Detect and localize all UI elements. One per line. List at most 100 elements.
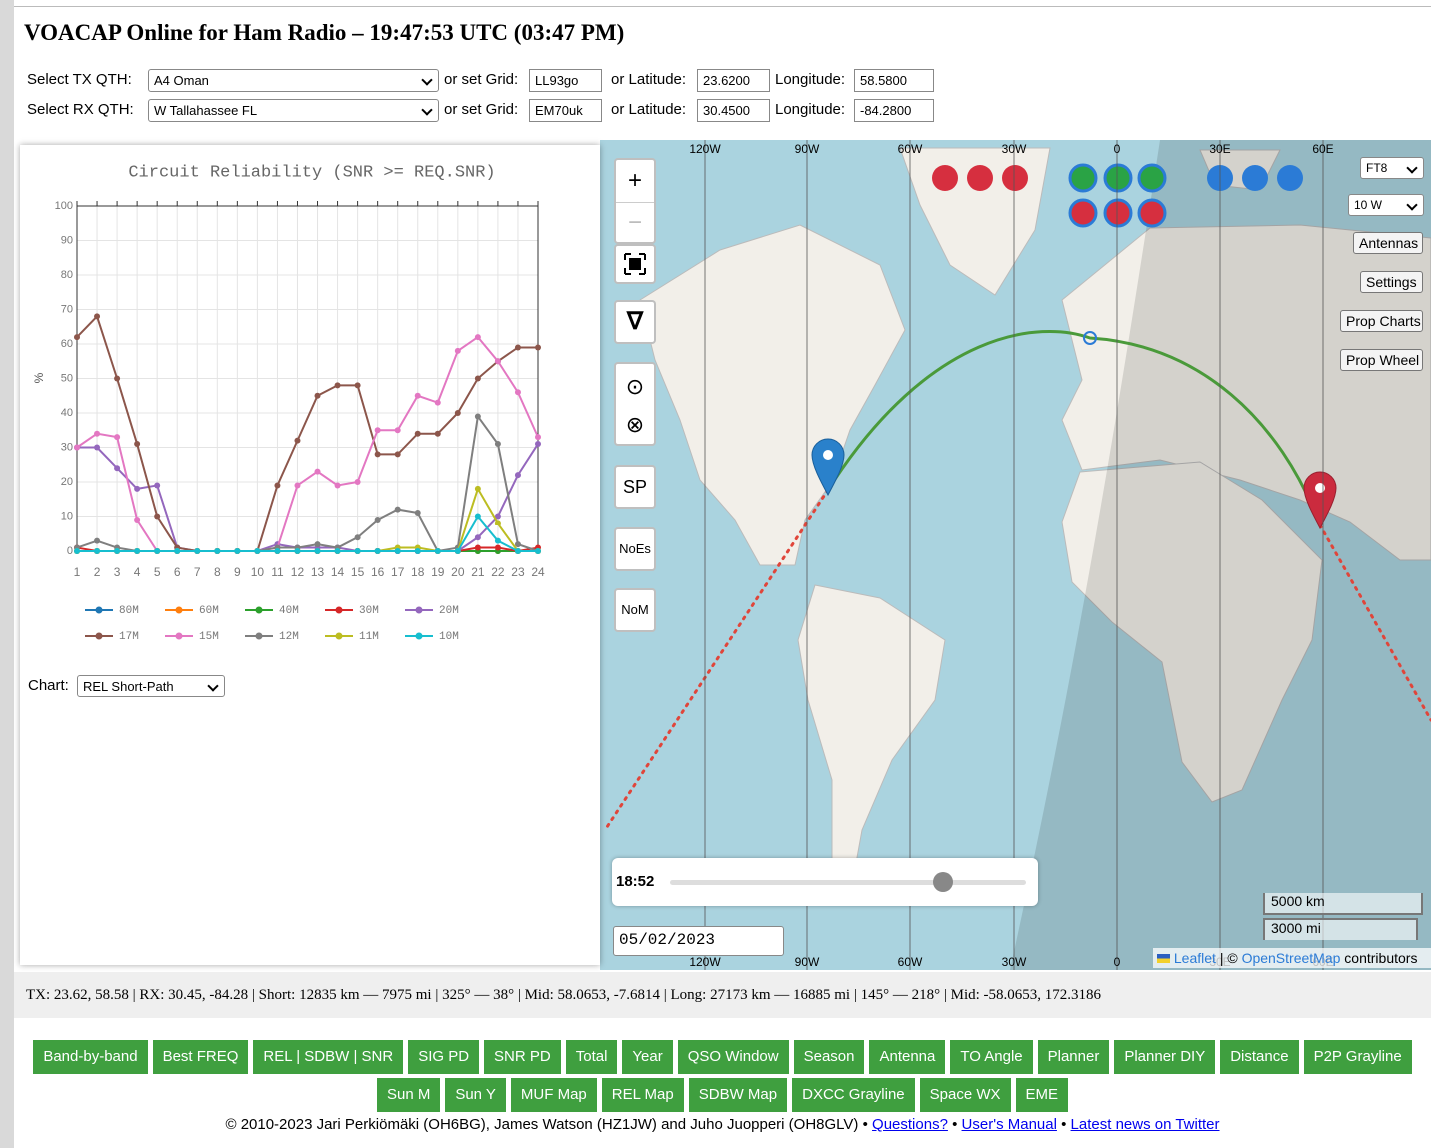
nav-button[interactable]: QSO Window bbox=[678, 1040, 789, 1074]
lon-label: 0 bbox=[1114, 955, 1121, 969]
nav-button[interactable]: Band-by-band bbox=[33, 1040, 147, 1074]
nav-button[interactable]: Distance bbox=[1220, 1040, 1298, 1074]
nom-button[interactable]: NoM bbox=[614, 588, 656, 632]
grid-input[interactable]: LL93go bbox=[529, 69, 602, 92]
chart-select[interactable]: REL Short-Path bbox=[77, 675, 225, 697]
leaflet-link[interactable]: Leaflet bbox=[1174, 950, 1216, 966]
nav-button[interactable]: DXCC Grayline bbox=[792, 1078, 915, 1112]
data-point bbox=[435, 400, 441, 406]
lon-label: 60E bbox=[1312, 142, 1333, 156]
data-point bbox=[495, 538, 501, 544]
data-point bbox=[315, 548, 321, 554]
osm-link[interactable]: OpenStreetMap bbox=[1242, 950, 1341, 966]
nav-button[interactable]: REL Map bbox=[602, 1078, 684, 1112]
fullscreen-button[interactable] bbox=[614, 244, 656, 284]
legend-swatch bbox=[416, 633, 423, 640]
nav-button[interactable]: TO Angle bbox=[950, 1040, 1032, 1074]
data-point bbox=[515, 389, 521, 395]
data-point bbox=[395, 548, 401, 554]
x-tick-label: 21 bbox=[471, 565, 485, 579]
attribution-text: contributors bbox=[1344, 950, 1417, 966]
zoom-out[interactable]: − bbox=[616, 203, 654, 243]
power-select[interactable]: 10 W bbox=[1348, 194, 1424, 216]
map[interactable]: 120W120W90W90W60W60W30W30W0030E30E60E60E bbox=[600, 140, 1431, 970]
lon-label: 120W bbox=[689, 955, 721, 969]
nav-button[interactable]: Sun M bbox=[377, 1078, 440, 1112]
data-point bbox=[435, 548, 441, 554]
nav-button[interactable]: Planner DIY bbox=[1114, 1040, 1215, 1074]
data-point bbox=[154, 482, 160, 488]
series-line bbox=[77, 337, 538, 525]
lat-input[interactable]: 23.6200 bbox=[697, 69, 770, 92]
nav-button[interactable]: Year bbox=[622, 1040, 672, 1074]
data-point bbox=[355, 382, 361, 388]
x-tick-label: 16 bbox=[371, 565, 385, 579]
data-point bbox=[74, 445, 80, 451]
zoom-in[interactable]: + bbox=[616, 160, 654, 203]
prop-wheel-button[interactable]: Prop Wheel bbox=[1340, 349, 1423, 371]
grid-input[interactable]: EM70uk bbox=[529, 99, 602, 122]
nav-button[interactable]: Total bbox=[566, 1040, 618, 1074]
series-line bbox=[77, 416, 538, 525]
nav-button[interactable]: Best FREQ bbox=[153, 1040, 249, 1074]
data-point bbox=[94, 445, 100, 451]
grid-label: or set Grid: bbox=[444, 71, 518, 88]
nav-button[interactable]: SIG PD bbox=[408, 1040, 479, 1074]
nav-button[interactable]: SNR PD bbox=[484, 1040, 561, 1074]
data-point bbox=[74, 548, 80, 554]
y-tick-label: 10 bbox=[61, 510, 73, 522]
nav-button[interactable]: Space WX bbox=[920, 1078, 1011, 1112]
antennas-button[interactable]: Antennas bbox=[1353, 232, 1423, 254]
nav-button[interactable]: Planner bbox=[1038, 1040, 1110, 1074]
data-point bbox=[535, 434, 541, 440]
settings-button[interactable]: Settings bbox=[1360, 271, 1423, 293]
nav-button[interactable]: P2P Grayline bbox=[1304, 1040, 1412, 1074]
lon-input[interactable]: -84.2800 bbox=[854, 99, 934, 122]
nav-button[interactable]: Sun Y bbox=[445, 1078, 506, 1112]
slider-track[interactable] bbox=[670, 880, 1026, 885]
prop-charts-button[interactable]: Prop Charts bbox=[1340, 310, 1423, 332]
date-input[interactable]: 05/02/2023 bbox=[613, 926, 784, 956]
noes-button[interactable]: NoEs bbox=[614, 527, 656, 571]
legend-swatch bbox=[96, 633, 103, 640]
data-point bbox=[335, 482, 341, 488]
x-tick-label: 9 bbox=[234, 565, 241, 579]
tool-button[interactable]: ⊗ bbox=[616, 406, 654, 444]
sp-button[interactable]: SP bbox=[614, 465, 656, 509]
data-point bbox=[94, 313, 100, 319]
lon-input[interactable]: 58.5800 bbox=[854, 69, 934, 92]
mode-select[interactable]: FT8 bbox=[1360, 157, 1424, 179]
tx-select[interactable]: A4 Oman bbox=[148, 69, 439, 92]
twitter-link[interactable]: Latest news on Twitter bbox=[1071, 1116, 1220, 1133]
lat-input[interactable]: 30.4500 bbox=[697, 99, 770, 122]
data-point bbox=[94, 431, 100, 437]
nav-button[interactable]: EME bbox=[1016, 1078, 1069, 1112]
data-point bbox=[455, 348, 461, 354]
nav-button[interactable]: REL | SDBW | SNR bbox=[253, 1040, 403, 1074]
slider-knob[interactable] bbox=[933, 872, 953, 892]
nav-button[interactable]: Antenna bbox=[869, 1040, 945, 1074]
questions-link[interactable]: Questions? bbox=[872, 1116, 948, 1133]
data-point bbox=[515, 541, 521, 547]
data-point bbox=[174, 548, 180, 554]
x-tick-label: 17 bbox=[391, 565, 405, 579]
nav-button[interactable]: SDBW Map bbox=[689, 1078, 787, 1112]
x-tick-label: 18 bbox=[411, 565, 425, 579]
data-point bbox=[274, 548, 280, 554]
y-tick-label: 30 bbox=[61, 441, 73, 453]
data-point bbox=[395, 427, 401, 433]
window-edge bbox=[0, 0, 14, 1148]
data-point bbox=[415, 510, 421, 516]
data-point bbox=[415, 431, 421, 437]
x-tick-label: 15 bbox=[351, 565, 365, 579]
data-point bbox=[315, 469, 321, 475]
chart-select-label: Chart: bbox=[28, 677, 69, 694]
nav-button[interactable]: Season bbox=[794, 1040, 865, 1074]
tool-button[interactable]: ⊙ bbox=[616, 368, 654, 406]
tool-button[interactable]: ∇ bbox=[614, 300, 656, 344]
rx-label: Select RX QTH: bbox=[27, 101, 134, 118]
manual-link[interactable]: User's Manual bbox=[962, 1116, 1057, 1133]
lon-label: 60W bbox=[898, 142, 923, 156]
nav-button[interactable]: MUF Map bbox=[511, 1078, 597, 1112]
rx-select[interactable]: W Tallahassee FL bbox=[148, 99, 439, 122]
